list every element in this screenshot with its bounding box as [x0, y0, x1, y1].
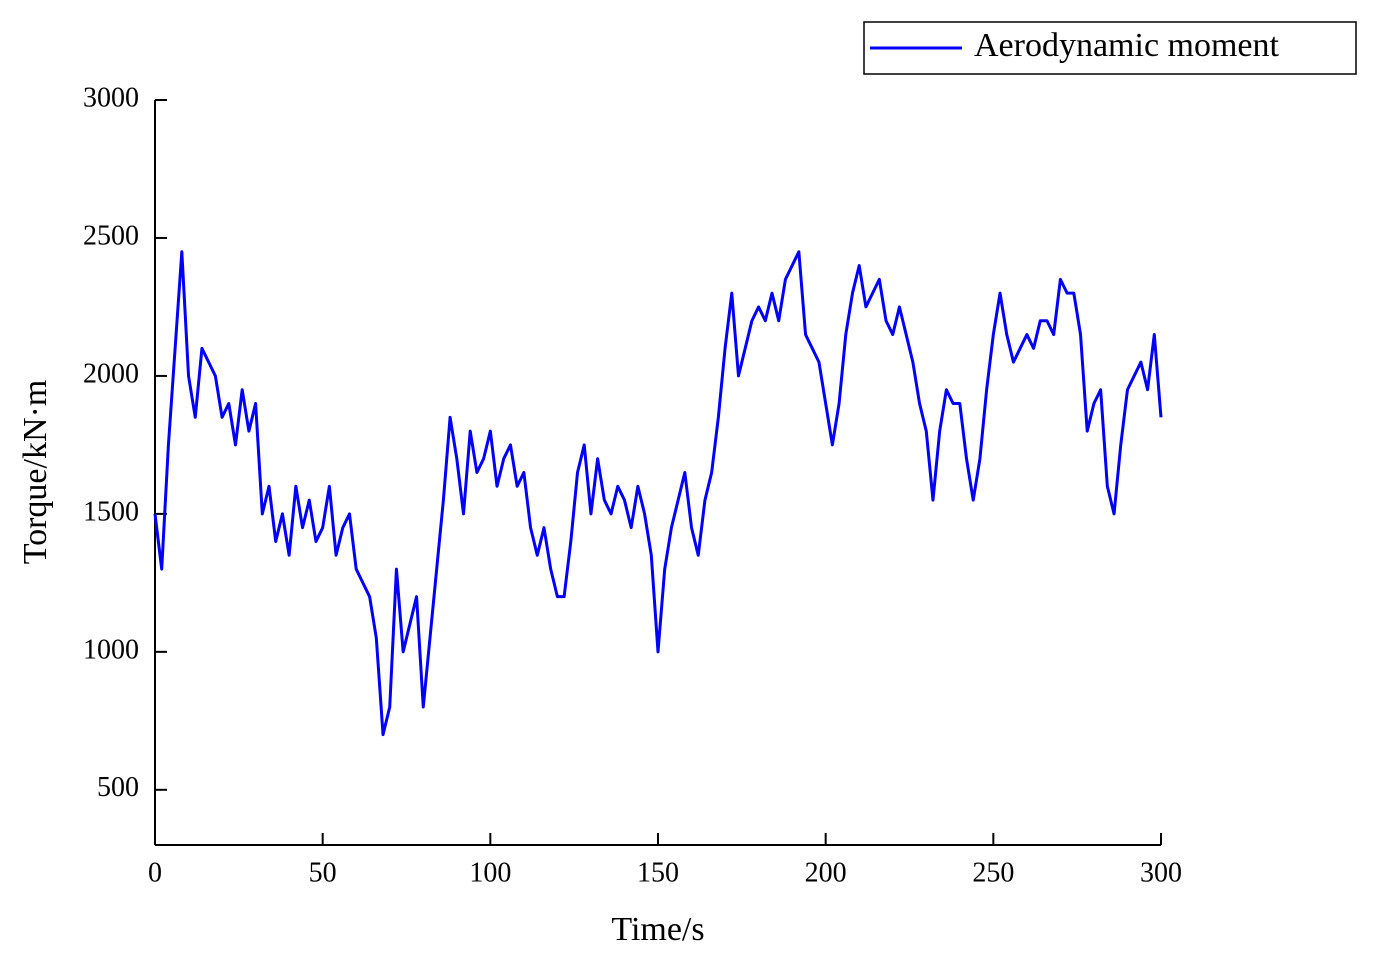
x-tick-label: 0	[148, 857, 162, 888]
y-tick-label: 1000	[83, 634, 139, 665]
x-tick-label: 50	[309, 857, 337, 888]
x-tick-label: 100	[469, 857, 511, 888]
x-axis-title: Time/s	[611, 911, 704, 948]
y-tick-label: 2500	[83, 220, 139, 251]
y-tick-label: 1500	[83, 496, 139, 527]
data-line	[153, 250, 1163, 737]
x-tick-label: 300	[1140, 857, 1182, 888]
legend-label: Aerodynamic moment	[974, 27, 1280, 64]
x-tick-label: 150	[637, 857, 679, 888]
y-tick-label: 3000	[83, 82, 139, 113]
y-tick-label: 2000	[83, 358, 139, 389]
x-tick-label: 250	[972, 857, 1014, 888]
y-axis-title: Torque/kN·m	[17, 380, 54, 565]
x-tick-label: 200	[805, 857, 847, 888]
y-tick-label: 500	[97, 772, 139, 803]
